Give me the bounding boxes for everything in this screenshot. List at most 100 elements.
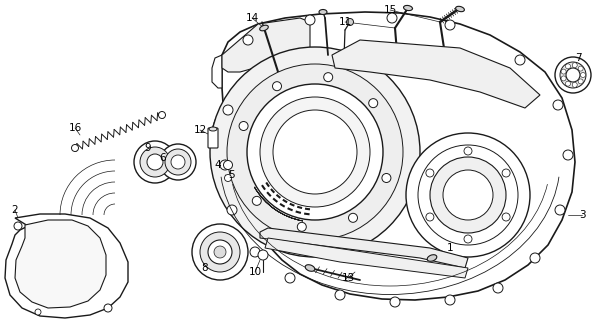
Text: 7: 7 [575,53,581,63]
Circle shape [243,35,253,45]
Text: 14: 14 [246,13,258,23]
Circle shape [192,224,248,280]
Circle shape [464,147,472,155]
Circle shape [572,82,577,87]
Polygon shape [5,214,128,318]
Text: 3: 3 [579,210,585,220]
Circle shape [572,63,577,68]
Circle shape [250,247,260,257]
Circle shape [578,79,583,84]
Text: 12: 12 [194,125,207,135]
Circle shape [165,149,191,175]
Circle shape [14,222,22,230]
Circle shape [445,20,455,30]
Circle shape [160,144,196,180]
Polygon shape [265,238,468,278]
Circle shape [560,62,586,88]
Circle shape [418,145,518,245]
Circle shape [134,141,176,183]
Circle shape [214,246,226,258]
Circle shape [104,304,112,312]
Circle shape [464,235,472,243]
Circle shape [223,161,232,170]
Text: 15: 15 [384,5,397,15]
Circle shape [566,64,571,69]
Circle shape [260,97,370,207]
Circle shape [426,169,434,177]
Ellipse shape [427,255,437,261]
Circle shape [159,111,166,118]
Text: 10: 10 [249,267,261,277]
Circle shape [305,15,315,25]
Circle shape [35,309,41,315]
Circle shape [382,173,391,182]
Circle shape [566,68,580,82]
Polygon shape [222,18,310,72]
Circle shape [239,122,248,131]
Circle shape [347,19,353,26]
Circle shape [578,66,583,71]
Circle shape [220,160,230,170]
Circle shape [324,73,333,82]
Ellipse shape [319,10,327,14]
Polygon shape [212,55,222,88]
Circle shape [348,213,358,222]
Polygon shape [260,228,468,268]
Circle shape [223,105,233,115]
Circle shape [443,170,493,220]
Circle shape [140,147,170,177]
Circle shape [224,174,232,181]
Text: 13: 13 [341,273,355,283]
Circle shape [71,145,79,151]
Circle shape [227,64,403,240]
Circle shape [426,213,434,221]
Circle shape [285,273,295,283]
Circle shape [200,232,240,272]
Circle shape [210,47,420,257]
Circle shape [272,82,281,91]
Text: 5: 5 [229,170,235,180]
Circle shape [258,250,268,260]
Circle shape [297,222,306,231]
Polygon shape [15,220,106,308]
Circle shape [208,240,232,264]
Circle shape [502,169,510,177]
Circle shape [530,253,540,263]
Circle shape [561,69,566,74]
Circle shape [335,290,345,300]
Circle shape [252,196,261,205]
Circle shape [445,295,455,305]
Text: 2: 2 [11,205,18,215]
Text: 8: 8 [201,263,208,273]
Circle shape [147,154,163,170]
Ellipse shape [305,265,315,271]
Circle shape [368,99,378,108]
FancyBboxPatch shape [208,128,218,148]
Text: 4: 4 [215,160,221,170]
Ellipse shape [404,5,413,11]
Text: 16: 16 [68,123,82,133]
Text: 1: 1 [446,243,453,253]
Circle shape [555,205,565,215]
Circle shape [561,76,566,81]
Text: 11: 11 [338,17,352,27]
Circle shape [390,297,400,307]
Circle shape [563,150,573,160]
Text: 6: 6 [160,153,166,163]
Circle shape [566,81,571,86]
Circle shape [553,100,563,110]
Polygon shape [212,118,222,150]
Circle shape [247,84,383,220]
Ellipse shape [456,6,465,12]
Circle shape [555,57,591,93]
Ellipse shape [260,25,268,31]
Circle shape [515,55,525,65]
Circle shape [387,13,397,23]
Circle shape [273,110,357,194]
Circle shape [227,205,237,215]
Circle shape [406,133,530,257]
Text: 9: 9 [145,143,151,153]
Circle shape [493,283,503,293]
Circle shape [502,213,510,221]
Circle shape [171,155,185,169]
